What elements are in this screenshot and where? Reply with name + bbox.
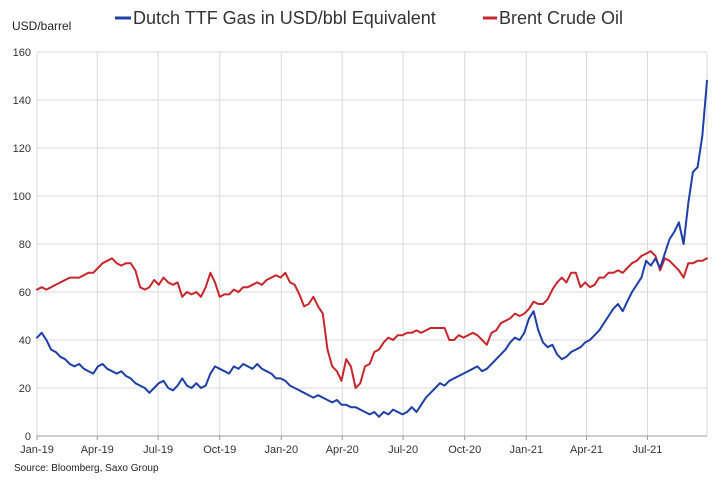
x-tick-label: Oct-19: [203, 444, 236, 456]
source-note: Source: Bloomberg, Saxo Group: [14, 463, 159, 474]
legend: Dutch TTF Gas in USD/bbl Equivalent Bren…: [115, 8, 623, 28]
x-tick-label: Jul-20: [388, 444, 418, 456]
y-tick-label: 60: [19, 287, 31, 299]
y-axis-unit-label: USD/barrel: [12, 19, 71, 33]
x-tick-label: Oct-20: [448, 444, 481, 456]
y-tick-label: 120: [13, 143, 31, 155]
y-axis-ticks: 0 20 40 60 80 100 120 140 160: [13, 47, 31, 443]
legend-label-brent: Brent Crude Oil: [499, 8, 623, 28]
y-tick-label: 80: [19, 239, 31, 251]
x-axis: [36, 435, 707, 440]
x-tick-label: Apr-19: [81, 444, 114, 456]
y-tick-label: 160: [13, 47, 31, 59]
x-tick-label: Apr-20: [326, 444, 359, 456]
y-tick-label: 140: [13, 95, 31, 107]
y-tick-label: 40: [19, 335, 31, 347]
y-tick-label: 0: [25, 431, 31, 443]
chart-series: [36, 79, 708, 418]
y-tick-label: 100: [13, 191, 31, 203]
legend-label-ttf-gas: Dutch TTF Gas in USD/bbl Equivalent: [133, 8, 436, 28]
x-tick-label: Jan-20: [264, 444, 298, 456]
series-line-brent: [36, 250, 708, 389]
y-tick-label: 20: [19, 383, 31, 395]
x-tick-label: Jul-21: [632, 444, 662, 456]
x-axis-ticks: Jan-19 Apr-19 Jul-19 Oct-19 Jan-20 Apr-20 Jul-…: [20, 444, 662, 456]
x-tick-label: Jan-21: [509, 444, 543, 456]
chart-grid: [36, 51, 708, 436]
x-tick-label: Jan-19: [20, 444, 54, 456]
x-tick-label: Jul-19: [143, 444, 173, 456]
series-line-ttf-gas: [36, 79, 708, 418]
x-tick-label: Apr-21: [570, 444, 603, 456]
